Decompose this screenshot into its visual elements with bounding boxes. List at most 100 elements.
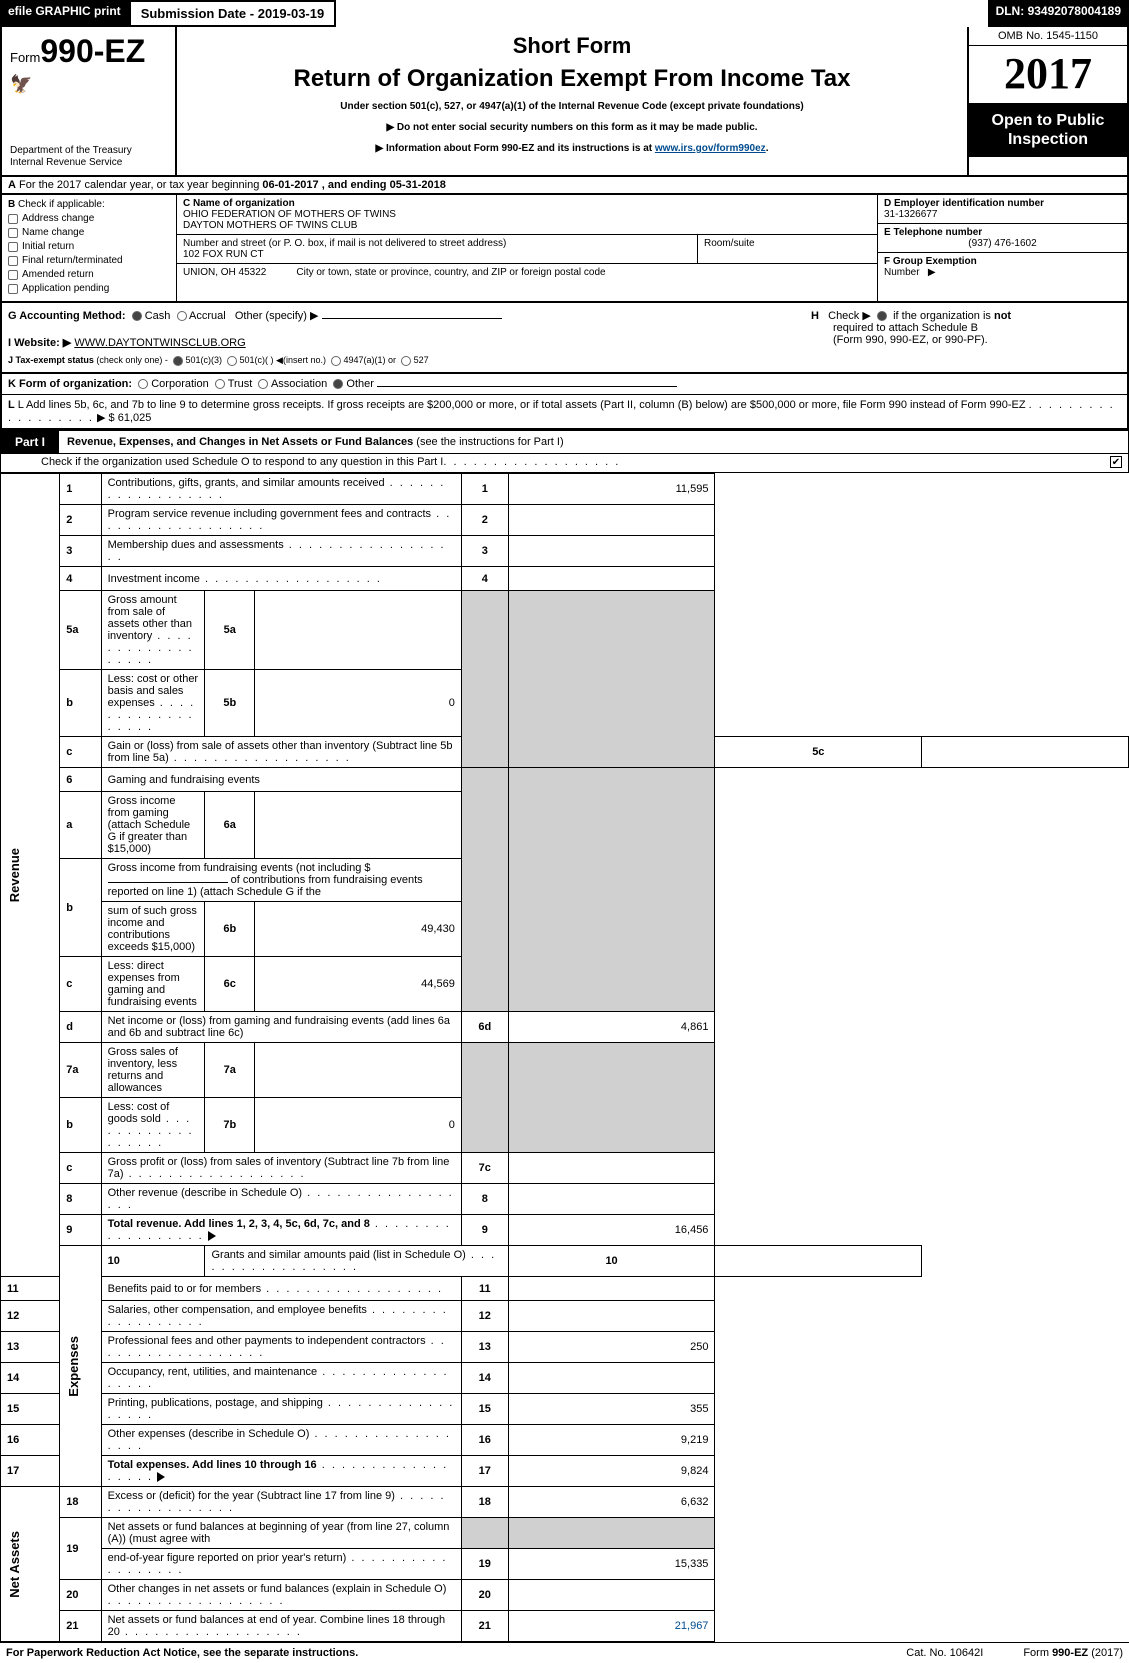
chk-amended-return[interactable]: Amended return bbox=[8, 269, 170, 280]
submission-box: Submission Date - 2019-03-19 bbox=[129, 0, 337, 27]
radio-4947[interactable] bbox=[331, 356, 341, 366]
line-6-desc: Gaming and fundraising events bbox=[101, 768, 461, 792]
info-link[interactable]: www.irs.gov/form990ez bbox=[655, 143, 766, 154]
open-line1: Open to Public bbox=[992, 112, 1105, 129]
line-7b-desc: Less: cost of goods sold bbox=[101, 1098, 205, 1153]
line-9-desc: Total revenue. Add lines 1, 2, 3, 4, 5c,… bbox=[101, 1215, 461, 1246]
line-14-num: 14 bbox=[1, 1363, 60, 1394]
line-7c-ln: 7c bbox=[461, 1153, 508, 1184]
chk-address-change[interactable]: Address change bbox=[8, 213, 170, 224]
submission-label: Submission Date - bbox=[141, 6, 258, 21]
line-6c-sub: 6c bbox=[205, 957, 255, 1012]
line-13-amt: 250 bbox=[508, 1332, 715, 1363]
line-7c-desc: Gross profit or (loss) from sales of inv… bbox=[101, 1153, 461, 1184]
ssn-note: ▶ Do not enter social security numbers o… bbox=[185, 122, 959, 133]
main-table: Revenue 1 Contributions, gifts, grants, … bbox=[0, 473, 1129, 1642]
row-h: H Check ▶ if the organization is not req… bbox=[801, 309, 1121, 366]
line-15-ln: 15 bbox=[461, 1394, 508, 1425]
line-17-desc: Total expenses. Add lines 10 through 16 bbox=[101, 1456, 461, 1487]
chk-final-return[interactable]: Final return/terminated bbox=[8, 255, 170, 266]
radio-trust[interactable] bbox=[215, 379, 225, 389]
line-18-desc: Excess or (deficit) for the year (Subtra… bbox=[101, 1487, 461, 1518]
b-heading: Check if applicable: bbox=[18, 199, 105, 210]
short-form-title: Short Form bbox=[185, 33, 959, 59]
part-i-title: Revenue, Expenses, and Changes in Net As… bbox=[59, 432, 1128, 452]
line-5a-desc: Gross amount from sale of assets other t… bbox=[101, 591, 205, 670]
omb-number: OMB No. 1545-1150 bbox=[969, 27, 1127, 46]
ein-value: 31-1326677 bbox=[884, 209, 937, 220]
line-15-num: 15 bbox=[1, 1394, 60, 1425]
header: Form990-EZ 🦅 Department of the Treasury … bbox=[0, 27, 1129, 177]
radio-501c[interactable] bbox=[227, 356, 237, 366]
line-11-num: 11 bbox=[1, 1277, 60, 1301]
org-name-1: OHIO FEDERATION OF MOTHERS OF TWINS bbox=[183, 209, 396, 220]
line-21-amt: 21,967 bbox=[508, 1611, 715, 1642]
chk-application-pending[interactable]: Application pending bbox=[8, 283, 170, 294]
line-21-desc: Net assets or fund balances at end of ye… bbox=[101, 1611, 461, 1642]
line-6a-sub: 6a bbox=[205, 792, 255, 859]
chk-initial-return[interactable]: Initial return bbox=[8, 241, 170, 252]
line-5b-sub: 5b bbox=[205, 670, 255, 737]
line-8-amt bbox=[508, 1184, 715, 1215]
line-17-num: 17 bbox=[1, 1456, 60, 1487]
line-5c-amt bbox=[922, 737, 1129, 768]
line-14-desc: Occupancy, rent, utilities, and maintena… bbox=[101, 1363, 461, 1394]
part-i-subtitle: Check if the organization used Schedule … bbox=[0, 454, 1129, 473]
line-3-num: 3 bbox=[60, 536, 101, 567]
arrow-icon bbox=[157, 1472, 165, 1482]
line-17-ln: 17 bbox=[461, 1456, 508, 1487]
chk-schedule-b-not-required[interactable] bbox=[877, 311, 887, 321]
f-label: F Group Exemption bbox=[884, 256, 977, 267]
efile-label: efile GRAPHIC print bbox=[0, 0, 129, 27]
line-1-num: 1 bbox=[60, 474, 101, 505]
e-label: E Telephone number bbox=[884, 227, 982, 238]
line-15-desc: Printing, publications, postage, and shi… bbox=[101, 1394, 461, 1425]
schedule-o-checkbox[interactable]: ✔ bbox=[1110, 456, 1122, 468]
header-left: Form990-EZ 🦅 Department of the Treasury … bbox=[2, 27, 177, 175]
radio-501c3[interactable] bbox=[173, 356, 183, 366]
radio-association[interactable] bbox=[258, 379, 268, 389]
radio-corporation[interactable] bbox=[138, 379, 148, 389]
radio-cash[interactable] bbox=[132, 311, 142, 321]
tax-year-begin: 06-01-2017 bbox=[262, 179, 318, 191]
line-9-ln: 9 bbox=[461, 1215, 508, 1246]
line-5a-val bbox=[255, 591, 462, 670]
b-label: B bbox=[8, 199, 15, 210]
chk-name-change[interactable]: Name change bbox=[8, 227, 170, 238]
line-6b-desc1: Gross income from fundraising events (no… bbox=[101, 859, 461, 902]
line-6b-val: 49,430 bbox=[255, 902, 462, 957]
line-5c-num: c bbox=[60, 737, 101, 768]
c-name-label: C Name of organization bbox=[183, 198, 295, 209]
telephone-value: (937) 476-1602 bbox=[968, 238, 1036, 249]
line-6c-val: 44,569 bbox=[255, 957, 462, 1012]
l-text: L Add lines 5b, 6c, and 7b to line 9 to … bbox=[18, 399, 1026, 411]
line-19-num: 19 bbox=[60, 1518, 101, 1580]
line-12-desc: Salaries, other compensation, and employ… bbox=[101, 1301, 461, 1332]
radio-accrual[interactable] bbox=[177, 311, 187, 321]
addr-label: Number and street (or P. O. box, if mail… bbox=[183, 238, 506, 249]
f-arrow: ▶ bbox=[928, 267, 936, 278]
line-4-num: 4 bbox=[60, 567, 101, 591]
group-exemption-box: F Group Exemption Number ▶ bbox=[878, 253, 1127, 301]
line-16-ln: 16 bbox=[461, 1425, 508, 1456]
row-k: K Form of organization: Corporation Trus… bbox=[0, 374, 1129, 395]
main-title: Return of Organization Exempt From Incom… bbox=[185, 65, 959, 93]
website-value[interactable]: WWW.DAYTONTWINSCLUB.ORG bbox=[74, 337, 245, 349]
dln-label: DLN: bbox=[996, 4, 1028, 18]
form-prefix: Form bbox=[10, 50, 40, 65]
line-7b-sub: 7b bbox=[205, 1098, 255, 1153]
line-5b-desc: Less: cost or other basis and sales expe… bbox=[101, 670, 205, 737]
section-a: A For the 2017 calendar year, or tax yea… bbox=[0, 177, 1129, 195]
row-i-website: I Website: ▶ WWW.DAYTONTWINSCLUB.ORG bbox=[8, 336, 801, 349]
line-19-grey bbox=[461, 1518, 508, 1549]
line-11-desc: Benefits paid to or for members bbox=[101, 1277, 461, 1301]
line-6b-num: b bbox=[60, 859, 101, 957]
row-l: L L Add lines 5b, 6c, and 7b to line 9 t… bbox=[0, 395, 1129, 430]
a-label: A bbox=[8, 179, 16, 191]
line-10-ln: 10 bbox=[508, 1246, 715, 1277]
line-7a-sub: 7a bbox=[205, 1043, 255, 1098]
arrow-icon bbox=[208, 1231, 216, 1241]
radio-other[interactable] bbox=[333, 379, 343, 389]
line-3-desc: Membership dues and assessments bbox=[101, 536, 461, 567]
radio-527[interactable] bbox=[401, 356, 411, 366]
